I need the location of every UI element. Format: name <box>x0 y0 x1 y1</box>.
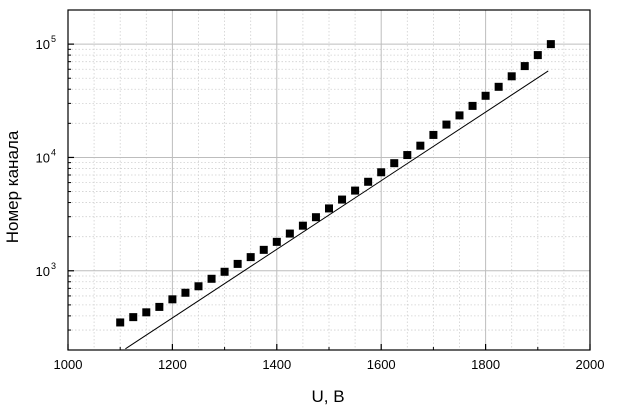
data-point <box>455 111 464 120</box>
data-point <box>298 221 307 230</box>
data-point <box>142 308 151 317</box>
y-tick-label: 10 <box>36 150 50 165</box>
x-tick-label: 1200 <box>158 357 187 372</box>
major-gridlines <box>68 10 590 350</box>
x-tick-label: 1800 <box>471 357 500 372</box>
fit-line <box>125 70 549 350</box>
data-point <box>220 267 229 276</box>
y-tick-exponent: 5 <box>51 34 56 44</box>
data-point <box>168 295 177 304</box>
plot-frame <box>67 9 591 351</box>
data-point <box>181 288 190 297</box>
data-point <box>468 101 477 110</box>
data-point <box>155 302 164 311</box>
x-tick-label: 1600 <box>367 357 396 372</box>
x-tick-labels: 1000 1200 1400 1600 1800 2000 <box>54 357 605 372</box>
data-point <box>233 259 242 268</box>
y-tick-exponent: 4 <box>51 147 56 157</box>
x-tick-label: 1000 <box>54 357 83 372</box>
data-point <box>364 177 373 186</box>
data-point <box>507 72 516 81</box>
data-point <box>338 195 347 204</box>
data-point <box>520 62 529 71</box>
data-point <box>546 40 555 49</box>
plot-border <box>67 9 591 351</box>
data-point <box>194 282 203 291</box>
data-points-layer <box>116 40 555 327</box>
data-point <box>442 120 451 129</box>
data-point <box>246 253 255 262</box>
data-point <box>403 151 412 160</box>
fit-line-layer <box>125 70 549 350</box>
x-tick-label: 1400 <box>262 357 291 372</box>
data-point <box>377 168 386 177</box>
y-tick-exponent: 3 <box>51 261 56 271</box>
data-point <box>325 204 333 213</box>
x-tick-label: 2000 <box>576 357 605 372</box>
x-axis-title: U, B <box>311 387 344 406</box>
axis-ticks <box>67 43 591 350</box>
data-point <box>207 274 216 283</box>
y-axis-title: Номер канала <box>3 130 22 243</box>
y-tick-label: 10 <box>36 264 50 279</box>
y-tick-label: 10 <box>36 37 50 52</box>
data-point <box>533 51 542 60</box>
data-point <box>416 141 425 150</box>
data-point <box>311 213 320 222</box>
data-point <box>390 159 399 168</box>
data-point <box>351 186 360 195</box>
data-point <box>494 82 503 91</box>
data-point <box>429 130 438 139</box>
data-point <box>272 237 281 246</box>
data-point <box>129 313 138 322</box>
data-point <box>259 245 268 254</box>
minor-gridlines <box>68 10 590 350</box>
data-point <box>481 91 490 100</box>
data-point <box>116 318 125 327</box>
data-point <box>285 229 294 238</box>
